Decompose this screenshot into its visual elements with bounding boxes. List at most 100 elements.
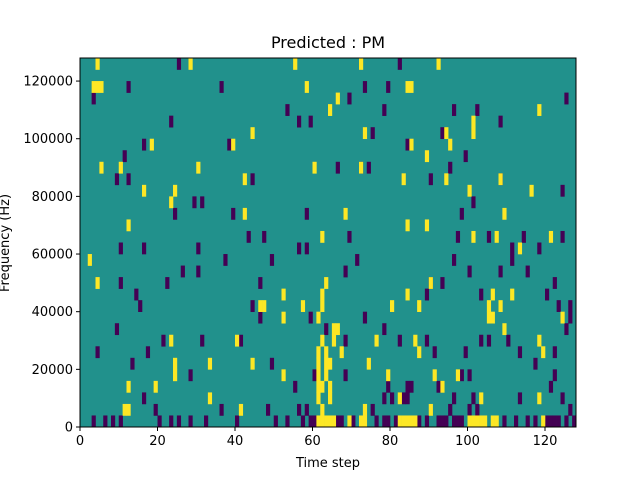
heatmap-cell-low — [324, 323, 329, 336]
heatmap-cell-low — [397, 334, 402, 347]
heatmap-cell-high — [409, 81, 414, 93]
heatmap-cell-high — [413, 334, 418, 347]
heatmap-cell-low — [479, 334, 484, 347]
heatmap-cell-low — [370, 127, 375, 140]
heatmap-cell-low — [502, 415, 507, 428]
heatmap-cell-high — [320, 300, 325, 312]
heatmap-cell-high — [320, 230, 325, 243]
heatmap-cell-low — [533, 415, 538, 428]
heatmap-cell-low — [424, 288, 430, 301]
heatmap-cell-high — [428, 403, 433, 416]
heatmap-cell-low — [405, 138, 410, 151]
heatmap-cell-high — [397, 415, 402, 428]
heatmap-cell-high — [153, 380, 158, 393]
heatmap-cell-low — [238, 334, 244, 347]
heatmap-cell-low — [428, 173, 433, 186]
heatmap-cell-high — [362, 415, 368, 428]
heatmap-cell-high — [479, 392, 484, 405]
heatmap-cell-high — [409, 415, 414, 428]
heatmap-cell-high — [173, 357, 178, 370]
heatmap-cell-low — [525, 415, 530, 428]
heatmap-cell-low — [285, 415, 290, 428]
heatmap-cell-high — [390, 300, 395, 312]
heatmap-cell-low — [440, 277, 445, 289]
heatmap-cell-low — [436, 380, 441, 393]
heatmap-cell-low — [409, 380, 414, 393]
heatmap-cell-low — [343, 334, 348, 347]
heatmap-cell-low — [463, 150, 468, 163]
heatmap-cell-low — [568, 311, 573, 324]
heatmap-cell-high — [359, 415, 364, 428]
heatmap-cell-low — [114, 323, 120, 336]
heatmap-cell-high — [343, 207, 348, 220]
heatmap-cell-high — [347, 415, 352, 428]
heatmap-cell-high — [471, 127, 476, 140]
heatmap-cell-low — [510, 254, 515, 266]
heatmap-cell-low — [308, 415, 313, 428]
heatmap-cell-low — [169, 415, 174, 428]
heatmap-cell-low — [118, 415, 123, 428]
heatmap-cell-low — [552, 415, 557, 428]
heatmap-cell-low — [452, 415, 457, 428]
heatmap-cell-high — [126, 219, 131, 232]
heatmap-cell-low — [114, 173, 120, 186]
heatmap-cell-high — [498, 173, 503, 186]
heatmap-cell-high — [238, 403, 244, 416]
heatmap-cell-low — [126, 173, 131, 186]
heatmap-cell-low — [192, 196, 197, 209]
heatmap-cell-high — [541, 346, 546, 359]
heatmap-cell-low — [506, 334, 511, 347]
plot-frame — [79, 57, 577, 428]
heatmap-cell-low — [467, 369, 472, 382]
heatmap-cell-high — [281, 369, 286, 382]
heatmap-cell-high — [335, 323, 340, 336]
heatmap-cell-low — [304, 242, 309, 255]
heatmap-cell-high — [494, 415, 499, 428]
heatmap-cell-high — [196, 161, 201, 174]
heatmap-cell-low — [386, 415, 391, 428]
heatmap-cell-low — [273, 415, 278, 428]
heatmap-cell-low — [145, 346, 151, 359]
heatmap-cell-low — [568, 300, 573, 312]
heatmap-cell-high — [99, 161, 104, 174]
heatmap-cell-low — [455, 415, 461, 428]
heatmap-cell-low — [196, 265, 201, 278]
y-tick-label: 100000 — [23, 132, 73, 147]
heatmap-cell-low — [517, 346, 523, 359]
heatmap-cell-high — [359, 58, 364, 70]
heatmap-cell-low — [250, 173, 255, 186]
heatmap-cell-low — [486, 230, 492, 243]
heatmap-cell-low — [297, 242, 302, 255]
heatmap-cell-high — [235, 334, 240, 347]
heatmap-cell-low — [510, 242, 515, 255]
heatmap-cell-high — [126, 403, 131, 416]
heatmap-cell-low — [440, 127, 445, 140]
x-tick-label: 20 — [149, 434, 166, 449]
x-tick-label: 120 — [533, 434, 558, 449]
chart-title: Predicted : PM — [271, 33, 385, 52]
heatmap-cell-low — [347, 92, 352, 105]
heatmap-cell-low — [130, 357, 135, 370]
heatmap-cell-high — [502, 323, 507, 336]
heatmap-cell-low — [479, 288, 484, 301]
heatmap-cell-low — [134, 288, 139, 301]
heatmap-cell-low — [432, 346, 437, 359]
heatmap-cell-high — [231, 138, 236, 151]
heatmap-cell-low — [312, 369, 317, 382]
heatmap-cell-low — [269, 357, 275, 370]
heatmap-cell-high — [324, 357, 329, 370]
x-tick-label: 60 — [304, 434, 321, 449]
heatmap-cell-high — [498, 300, 503, 312]
heatmap-cell-low — [459, 369, 464, 382]
heatmap-cell-low — [258, 277, 263, 289]
heatmap-cell-low — [362, 311, 368, 324]
y-axis: 0 20000 40000 60000 80000 100000 120000 — [23, 75, 80, 436]
heatmap-cell-low — [498, 115, 503, 128]
heatmap-cell-high — [537, 334, 542, 347]
heatmap-cell-high — [483, 415, 488, 428]
heatmap-cell-low — [142, 138, 147, 151]
heatmap-cell-low — [463, 346, 468, 359]
heatmap-cell-low — [235, 415, 240, 428]
heatmap-cell-high — [331, 323, 337, 336]
